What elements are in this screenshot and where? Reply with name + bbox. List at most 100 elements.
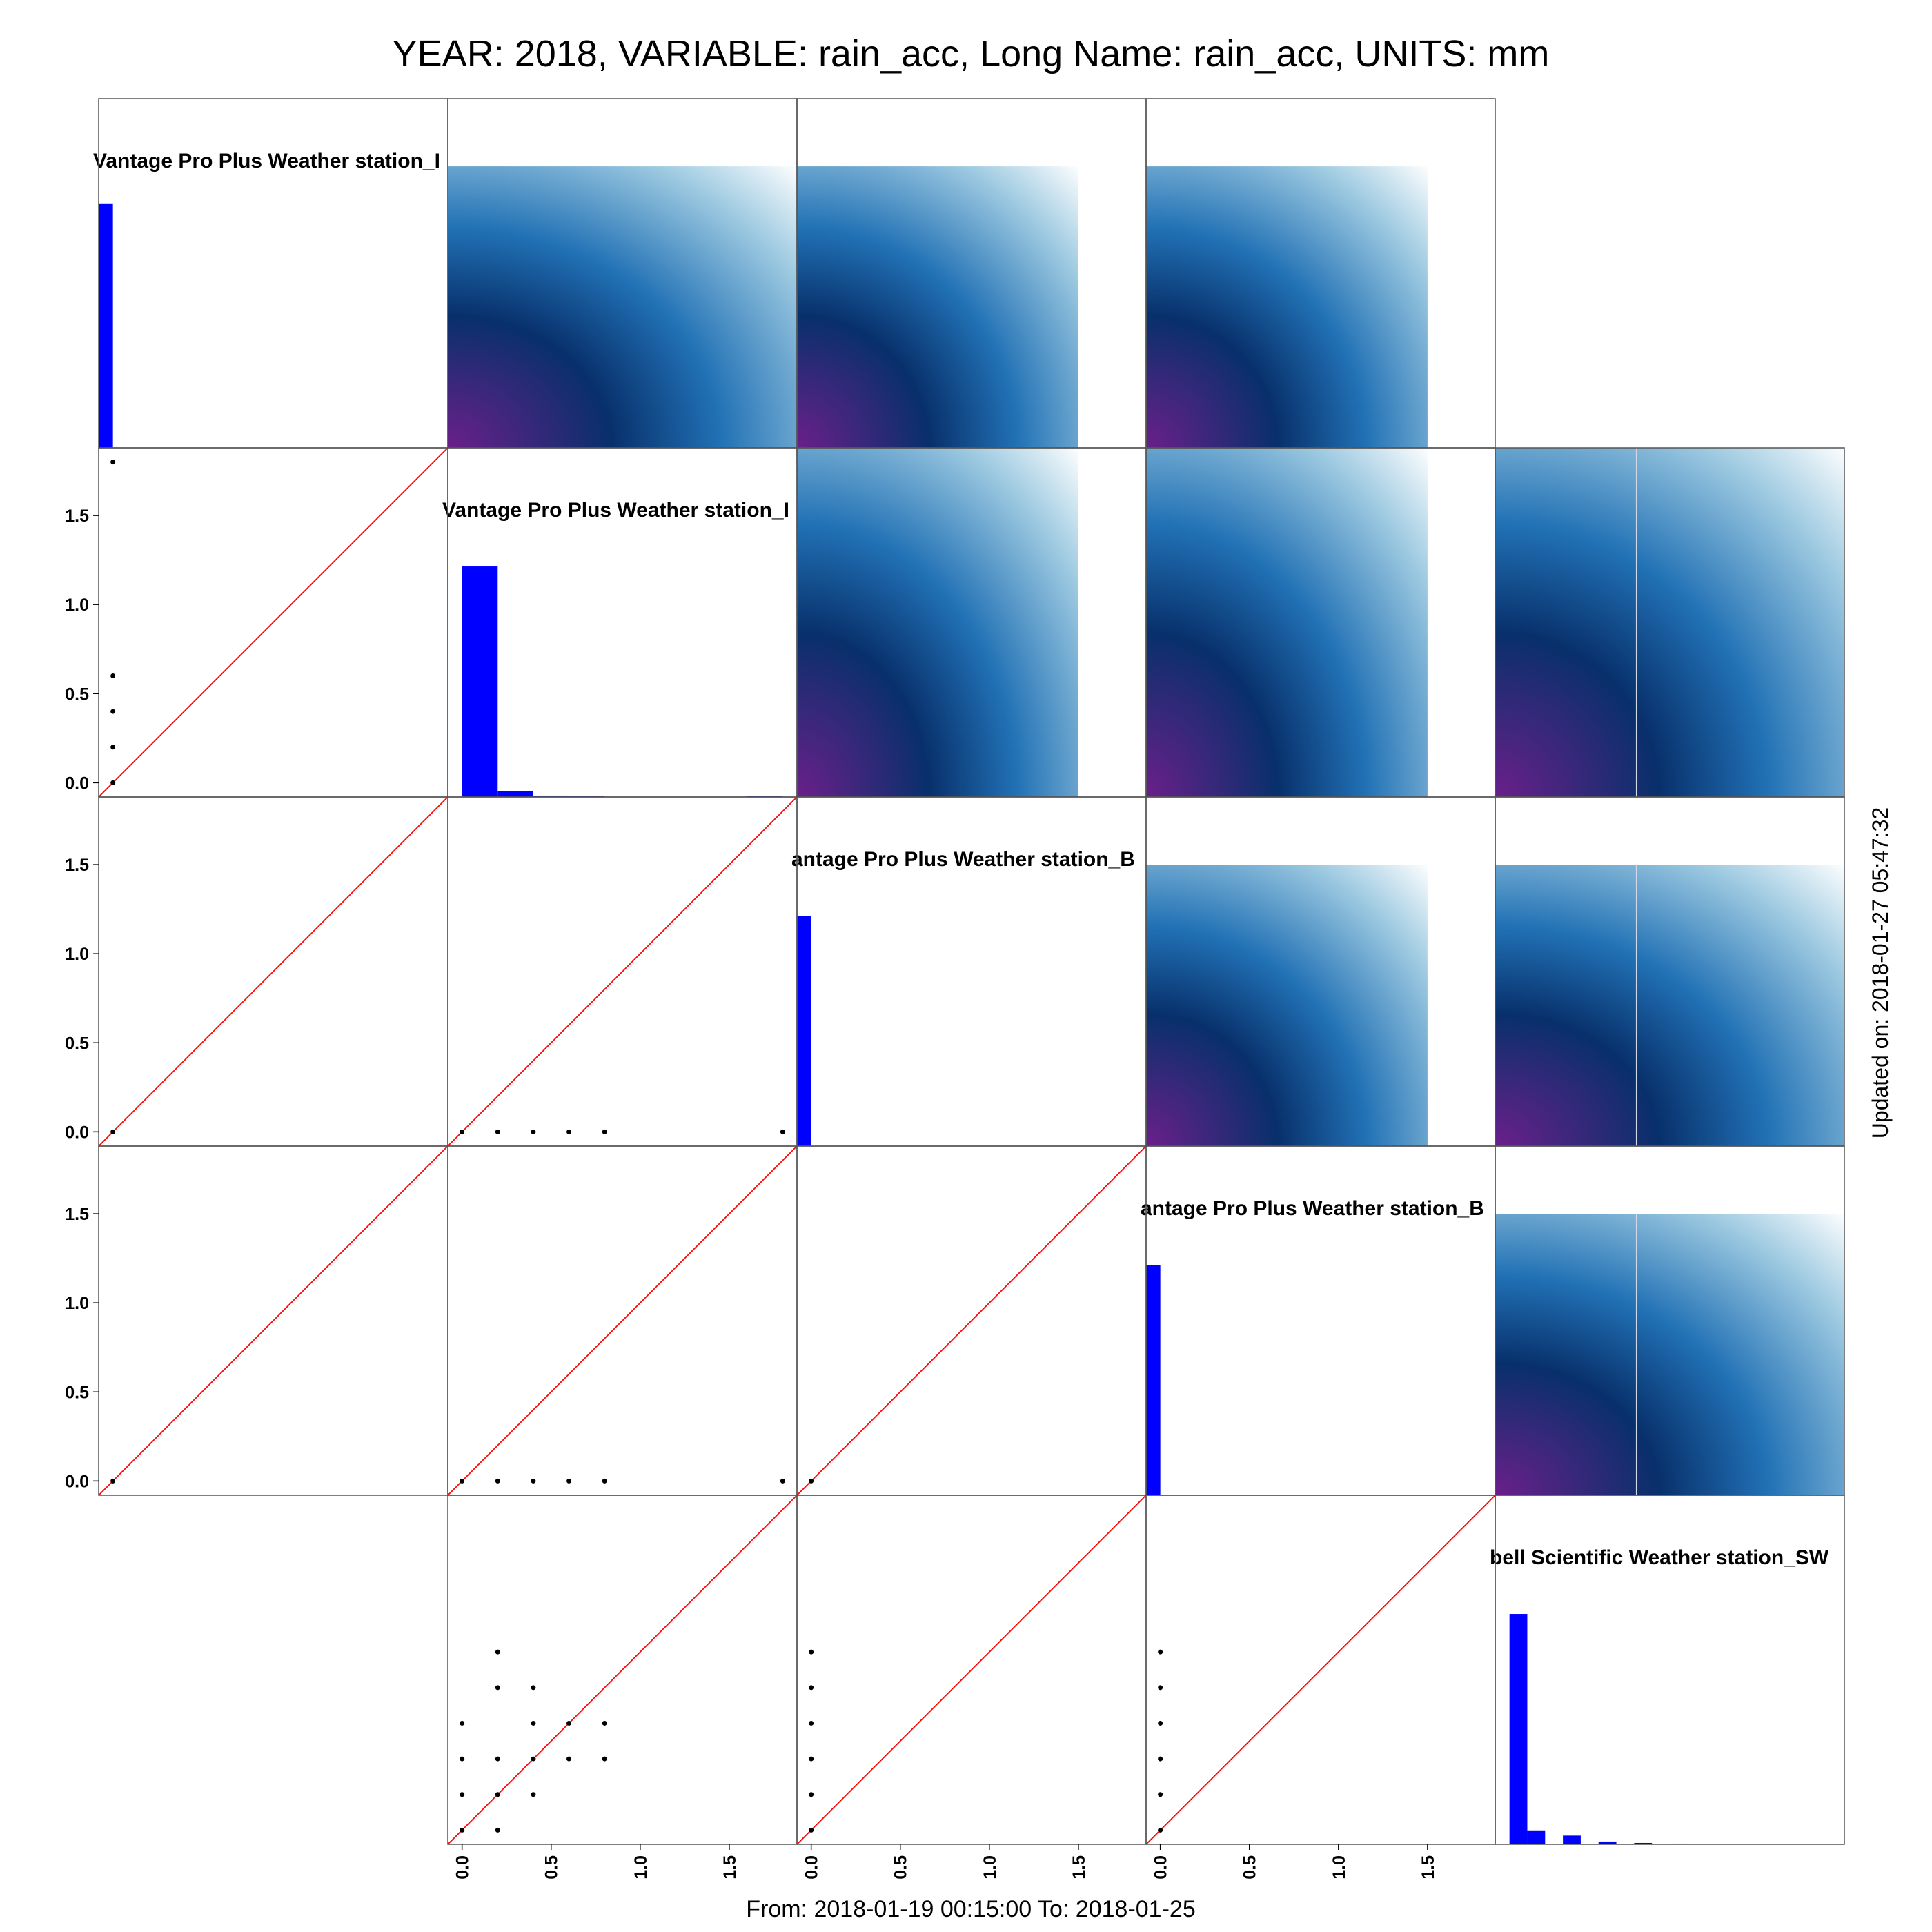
scatter-point-2-1-3 <box>566 1129 572 1134</box>
scatter-point-4-1-12 <box>566 1720 572 1726</box>
scatter-point-3-1-1 <box>495 1478 500 1483</box>
density-fill-1-2 <box>797 448 1078 797</box>
reference-line-1-0 <box>98 447 448 798</box>
reference-line-4-2 <box>796 1495 1147 1845</box>
scatter-point-2-1-4 <box>602 1129 607 1134</box>
scatter-point-1-0-4 <box>110 460 116 465</box>
histogram-bar-0-0 <box>99 203 113 448</box>
scatter-point-4-1-0 <box>460 1827 465 1833</box>
reference-line-4-1 <box>447 1495 798 1845</box>
scatter-point-4-1-1 <box>495 1827 500 1833</box>
scatter-point-4-1-8 <box>566 1756 572 1762</box>
scatter-point-4-1-7 <box>531 1756 536 1762</box>
scatter-point-2-0-0 <box>110 1129 116 1134</box>
scatter-point-2-1-2 <box>531 1129 536 1134</box>
scatter-point-3-2-0 <box>809 1478 814 1483</box>
x-tick-label-3-2: 1.0 <box>1330 1855 1349 1880</box>
reference-line-4-3 <box>1145 1495 1496 1845</box>
x-tick-label-2-1: 0.5 <box>891 1855 911 1880</box>
x-tick-label-2-3: 1.5 <box>1070 1855 1089 1880</box>
y-tick-label-3-3: 1.5 <box>65 1205 89 1224</box>
histogram-bar-1-3 <box>569 796 605 797</box>
scatter-point-4-2-4 <box>809 1685 814 1690</box>
x-tick-label-1-1: 0.5 <box>542 1855 562 1880</box>
y-tick-label-3-2: 1.0 <box>65 1294 89 1313</box>
scatter-point-4-1-5 <box>460 1756 465 1762</box>
reference-line-3-0 <box>98 1145 448 1496</box>
scatter-point-4-1-6 <box>495 1756 500 1762</box>
scatter-point-1-0-2 <box>110 709 116 714</box>
y-tick-label-2-2: 1.0 <box>65 945 89 964</box>
scatter-point-4-2-5 <box>809 1649 814 1655</box>
density-fill-2-4 <box>1495 865 1844 1146</box>
reference-line-2-0 <box>98 796 448 1147</box>
x-tick-label-1-2: 1.0 <box>631 1855 651 1880</box>
updated-note: Updated on: 2018-01-27 05:47:32 <box>1868 807 1893 1138</box>
density-fill-1-4 <box>1495 448 1844 797</box>
histogram-bar-1-1 <box>497 791 533 797</box>
reference-line-3-2 <box>796 1145 1147 1496</box>
scatter-point-4-3-1 <box>1158 1792 1163 1797</box>
diagonal-label-4: bell Scientific Weather station_SW <box>1490 1546 1829 1569</box>
scatter-point-2-1-5 <box>780 1129 785 1134</box>
scatter-point-4-3-0 <box>1158 1827 1163 1833</box>
scatter-point-1-0-3 <box>110 673 116 678</box>
y-tick-label-2-1: 0.5 <box>65 1034 89 1053</box>
histogram-bar-4-4 <box>1634 1842 1653 1844</box>
scatter-point-4-2-2 <box>809 1756 814 1762</box>
scatter-point-4-1-10 <box>460 1720 465 1726</box>
scatter-point-4-2-1 <box>809 1792 814 1797</box>
y-tick-label-2-3: 1.5 <box>65 856 89 875</box>
diagonal-label-3: antage Pro Plus Weather station_B <box>1141 1197 1484 1220</box>
scatter-point-1-0-1 <box>110 745 116 750</box>
density-fill-2-3 <box>1146 865 1428 1146</box>
diagonal-label-1: Vantage Pro Plus Weather station_I <box>442 499 789 522</box>
histogram-bar-4-3 <box>1598 1841 1617 1844</box>
scatter-point-4-3-2 <box>1158 1756 1163 1762</box>
y-tick-label-1-1: 0.5 <box>65 684 89 704</box>
scatter-point-4-1-9 <box>602 1756 607 1762</box>
y-tick-label-3-0: 0.0 <box>65 1472 89 1491</box>
density-fill-3-4 <box>1495 1214 1844 1495</box>
reference-line-2-1 <box>447 796 798 1147</box>
x-tick-label-3-0: 0.0 <box>1152 1855 1171 1880</box>
scatter-point-4-1-2 <box>460 1792 465 1797</box>
scatter-point-3-1-5 <box>780 1478 785 1483</box>
scatter-point-4-1-15 <box>531 1685 536 1690</box>
histogram-bar-1-2 <box>533 795 569 797</box>
chart-footer: From: 2018-01-19 00:15:00 To: 2018-01-25 <box>746 1896 1195 1922</box>
scatter-point-4-1-16 <box>495 1649 500 1655</box>
chart-title: YEAR: 2018, VARIABLE: rain_acc, Long Nam… <box>393 33 1550 75</box>
scatter-point-3-1-0 <box>460 1478 465 1483</box>
histogram-bar-4-1 <box>1527 1830 1546 1844</box>
scatter-point-4-2-3 <box>809 1720 814 1726</box>
panel-border-4-4 <box>1495 1495 1845 1845</box>
scatter-point-3-0-0 <box>110 1478 116 1483</box>
scatter-point-4-1-4 <box>531 1792 536 1797</box>
x-tick-label-3-3: 1.5 <box>1419 1855 1438 1880</box>
histogram-bar-4-0 <box>1509 1614 1528 1844</box>
scatter-point-4-2-0 <box>809 1827 814 1833</box>
scatter-point-1-0-0 <box>110 780 116 785</box>
diagonal-label-2: antage Pro Plus Weather station_B <box>791 848 1135 871</box>
scatter-point-3-1-4 <box>602 1478 607 1483</box>
histogram-bar-1-0 <box>462 566 498 797</box>
y-tick-label-1-0: 0.0 <box>65 773 89 793</box>
histogram-bar-3-0 <box>1146 1265 1161 1495</box>
density-fill-0-3 <box>1146 166 1428 448</box>
scatter-point-4-1-3 <box>495 1792 500 1797</box>
scatter-point-2-1-0 <box>460 1129 465 1134</box>
scatter-point-4-1-14 <box>495 1685 500 1690</box>
x-tick-label-3-1: 0.5 <box>1241 1855 1260 1880</box>
scatter-point-2-1-1 <box>495 1129 500 1134</box>
density-fill-0-1 <box>448 166 797 448</box>
x-tick-label-2-2: 1.0 <box>980 1855 1000 1880</box>
scatter-point-4-3-3 <box>1158 1720 1163 1726</box>
y-tick-label-3-1: 0.5 <box>65 1383 89 1402</box>
y-tick-label-2-0: 0.0 <box>65 1123 89 1142</box>
scatter-point-3-1-3 <box>566 1478 572 1483</box>
reference-line-3-1 <box>447 1145 798 1496</box>
histogram-bar-2-0 <box>797 916 811 1146</box>
histogram-bar-4-2 <box>1563 1835 1581 1844</box>
